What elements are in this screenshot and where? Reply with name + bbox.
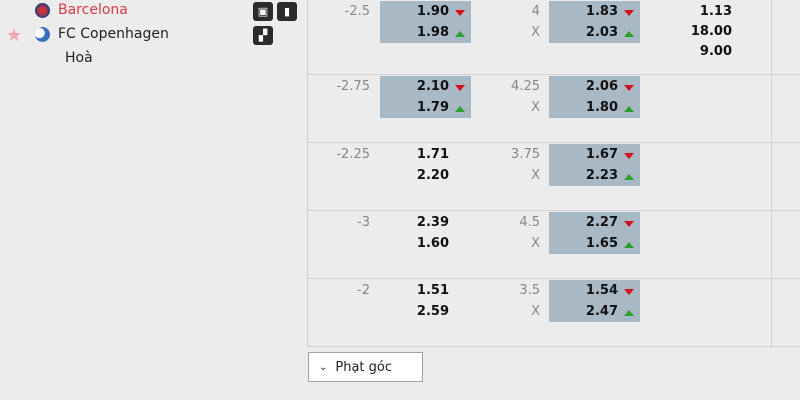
home-odds[interactable]: 1.51: [416, 283, 449, 298]
under-odds[interactable]: 2.47: [585, 304, 618, 319]
odds-row: [307, 0, 800, 75]
corner-kicks-button[interactable]: ⌄ Phạt góc: [308, 352, 423, 382]
handicap-line: -3: [357, 215, 370, 230]
odds-row: [307, 211, 800, 279]
total-line: 4.25: [511, 79, 540, 94]
handicap-odds[interactable]: 1.51 2.59: [380, 280, 471, 322]
lineup-icon[interactable]: ▞: [253, 26, 273, 45]
home-odds[interactable]: 1.90: [416, 4, 449, 19]
odds-row: [307, 279, 800, 347]
odds-up-arrow-icon: [624, 242, 634, 248]
away-team-name: FC Copenhagen: [58, 26, 169, 42]
odds-up-arrow-icon: [624, 310, 634, 316]
total-x: X: [531, 168, 540, 183]
under-odds[interactable]: 2.23: [585, 168, 618, 183]
total-odds[interactable]: 1.54 2.47: [549, 280, 640, 322]
total-x: X: [531, 236, 540, 251]
corner-kicks-label: Phạt góc: [335, 359, 393, 375]
under-odds[interactable]: 1.65: [585, 236, 618, 251]
under-odds[interactable]: 1.80: [585, 100, 618, 115]
1x2-odds[interactable]: 9.00: [699, 44, 732, 59]
handicap-odds[interactable]: 1.90 1.98: [380, 1, 471, 43]
home-odds[interactable]: 1.71: [416, 147, 449, 162]
total-odds[interactable]: 1.67 2.23: [549, 144, 640, 186]
over-odds[interactable]: 1.83: [585, 4, 618, 19]
odds-down-arrow-icon: [624, 85, 634, 91]
total-x: X: [531, 100, 540, 115]
handicap-odds[interactable]: 2.10 1.79: [380, 76, 471, 118]
over-odds[interactable]: 1.67: [585, 147, 618, 162]
total-line: 4: [531, 4, 540, 19]
over-odds[interactable]: 1.54: [585, 283, 618, 298]
odds-up-arrow-icon: [455, 106, 465, 112]
draw-label: Hoà: [65, 50, 93, 66]
handicap-odds[interactable]: 1.71 2.20: [380, 144, 471, 186]
odds-down-arrow-icon: [624, 289, 634, 295]
chevron-down-icon: ⌄: [319, 361, 328, 373]
away-odds[interactable]: 2.20: [416, 168, 449, 183]
divider: [771, 0, 772, 348]
odds-row: [307, 75, 800, 143]
barcelona-logo-icon: [35, 3, 50, 18]
handicap-line: -2: [357, 283, 370, 298]
total-line: 3.75: [511, 147, 540, 162]
away-odds[interactable]: 2.59: [416, 304, 449, 319]
total-x: X: [531, 304, 540, 319]
handicap-odds[interactable]: 2.39 1.60: [380, 212, 471, 254]
stats-icon[interactable]: ▮: [277, 2, 297, 21]
odds-down-arrow-icon: [624, 10, 634, 16]
total-line: 3.5: [519, 283, 540, 298]
1x2-odds[interactable]: 1.13: [699, 4, 732, 19]
copenhagen-logo-icon: [35, 27, 50, 42]
odds-row: [307, 143, 800, 211]
total-odds[interactable]: 2.06 1.80: [549, 76, 640, 118]
odds-up-arrow-icon: [624, 31, 634, 37]
odds-up-arrow-icon: [455, 31, 465, 37]
odds-down-arrow-icon: [624, 221, 634, 227]
total-odds[interactable]: 1.83 2.03: [549, 1, 640, 43]
tv-icon[interactable]: ▣: [253, 2, 273, 21]
under-odds[interactable]: 2.03: [585, 25, 618, 40]
away-odds[interactable]: 1.79: [416, 100, 449, 115]
handicap-line: -2.25: [336, 147, 370, 162]
home-odds[interactable]: 2.10: [416, 79, 449, 94]
odds-down-arrow-icon: [455, 10, 465, 16]
away-odds[interactable]: 1.60: [416, 236, 449, 251]
over-odds[interactable]: 2.27: [585, 215, 618, 230]
handicap-line: -2.75: [336, 79, 370, 94]
total-x: X: [531, 25, 540, 40]
handicap-line: -2.5: [344, 4, 370, 19]
divider: [307, 0, 308, 348]
odds-down-arrow-icon: [455, 85, 465, 91]
home-team-name: Barcelona: [58, 2, 128, 18]
favorite-star-icon[interactable]: ★: [6, 25, 23, 46]
odds-up-arrow-icon: [624, 174, 634, 180]
odds-up-arrow-icon: [624, 106, 634, 112]
1x2-odds[interactable]: 18.00: [690, 24, 732, 39]
over-odds[interactable]: 2.06: [585, 79, 618, 94]
total-odds[interactable]: 2.27 1.65: [549, 212, 640, 254]
odds-down-arrow-icon: [624, 153, 634, 159]
home-odds[interactable]: 2.39: [416, 215, 449, 230]
away-odds[interactable]: 1.98: [416, 25, 449, 40]
total-line: 4.5: [519, 215, 540, 230]
